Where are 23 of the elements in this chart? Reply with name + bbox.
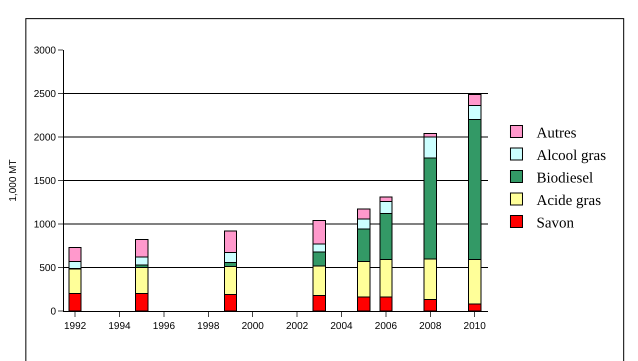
y-tick-label: 2000: [34, 132, 56, 144]
y-axis-title: 1,000 MT: [8, 159, 19, 202]
legend-label: Biodiesel: [536, 170, 594, 186]
x-tick-label: 2010: [464, 321, 486, 332]
x-tick-label: 1992: [64, 321, 87, 332]
x-tick-label: 2008: [419, 321, 442, 332]
y-tick-label: 500: [39, 263, 56, 274]
y-tick-label: 1000: [34, 220, 56, 230]
y-tick-label: 3000: [34, 46, 56, 56]
y-tick-label: 2500: [34, 89, 56, 100]
x-tick-label: 1996: [152, 321, 176, 332]
legend-label: Savon: [536, 215, 574, 232]
x-tick-label: 1998: [197, 321, 220, 332]
legend-label: Acide gras: [536, 192, 602, 209]
y-tick-label: 1500: [34, 176, 56, 187]
x-tick-label: 2006: [374, 321, 398, 332]
y-tick-label: 0: [50, 306, 56, 318]
x-tick-label: 2002: [286, 321, 309, 332]
x-tick-label: 1994: [108, 321, 132, 332]
x-tick-label: 2004: [330, 321, 354, 332]
x-tick-label: 2000: [242, 321, 264, 332]
legend-label: Autres: [536, 125, 577, 142]
legend-label: Alcool gras: [536, 148, 606, 164]
